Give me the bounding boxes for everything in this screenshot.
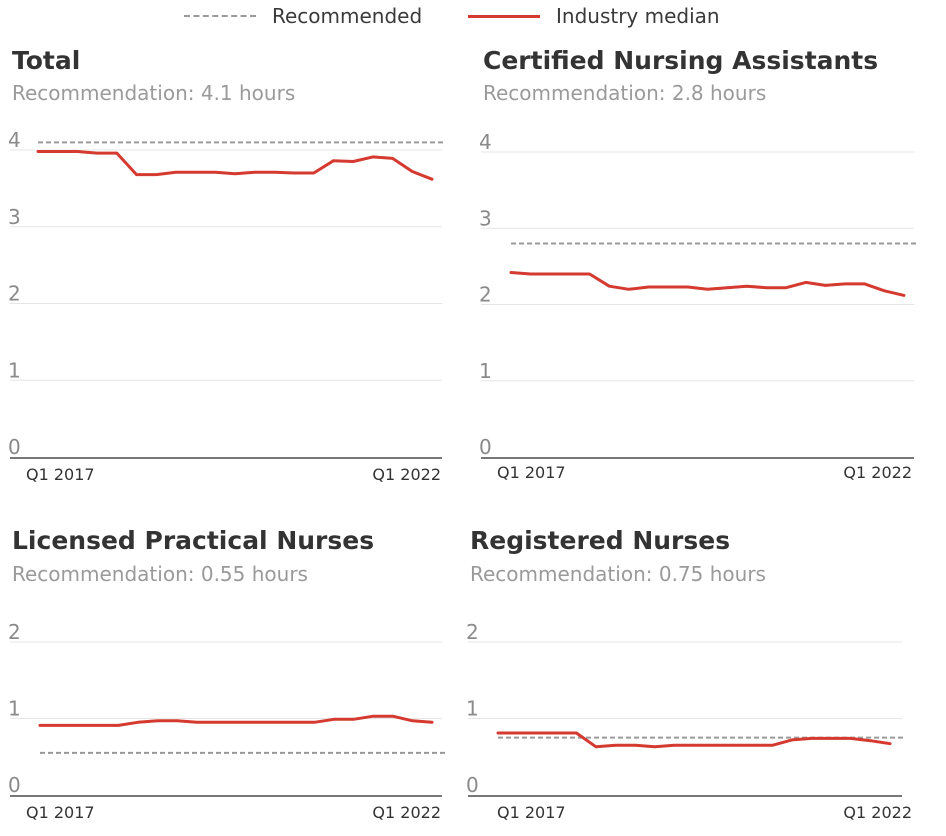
y-tick-label: 1 — [466, 697, 479, 721]
y-tick-label: 4 — [8, 128, 21, 152]
legend: Recommended Industry median — [0, 4, 946, 32]
x-tick-label: Q1 2022 — [372, 803, 441, 822]
median-series-line — [496, 731, 892, 749]
legend-item-median: Industry median — [468, 4, 720, 28]
solid-line-icon — [468, 14, 540, 18]
y-tick-label: 0 — [8, 773, 21, 797]
panel-title-rn: Registered Nurses — [470, 526, 731, 555]
y-tick-label: 0 — [466, 773, 479, 797]
legend-label-recommended: Recommended — [272, 4, 423, 28]
legend-label-median: Industry median — [556, 4, 720, 28]
x-tick-label: Q1 2017 — [497, 803, 566, 822]
median-series-line — [509, 271, 906, 297]
y-tick-label: 3 — [8, 205, 21, 229]
y-tick-label: 0 — [8, 435, 21, 459]
y-tick-label: 2 — [466, 620, 479, 644]
dashed-line-icon — [184, 15, 256, 17]
y-tick-label: 2 — [8, 620, 21, 644]
y-tick-label: 1 — [8, 358, 21, 382]
panel-title-cna: Certified Nursing Assistants — [483, 46, 879, 75]
panel-subtitle-cna: Recommendation: 2.8 hours — [483, 81, 767, 105]
panel-title-total: Total — [12, 46, 81, 75]
panel-subtitle-rn: Recommendation: 0.75 hours — [470, 562, 766, 586]
legend-item-recommended: Recommended — [184, 4, 422, 28]
y-tick-label: 1 — [8, 697, 21, 721]
y-tick-label: 2 — [479, 283, 492, 307]
y-tick-label: 1 — [479, 359, 492, 383]
y-tick-label: 3 — [479, 206, 492, 230]
panel-subtitle-total: Recommendation: 4.1 hours — [12, 81, 296, 105]
x-tick-label: Q1 2017 — [26, 465, 95, 484]
median-series-line — [36, 150, 434, 181]
y-tick-label: 2 — [8, 282, 21, 306]
median-series-line — [38, 714, 434, 727]
x-tick-label: Q1 2022 — [372, 465, 441, 484]
x-tick-label: Q1 2017 — [26, 803, 95, 822]
panel-subtitle-lpn: Recommendation: 0.55 hours — [12, 562, 308, 586]
x-tick-label: Q1 2022 — [843, 803, 912, 822]
y-tick-label: 4 — [479, 130, 492, 154]
x-tick-label: Q1 2022 — [843, 463, 912, 482]
y-tick-label: 0 — [479, 435, 492, 459]
panel-title-lpn: Licensed Practical Nurses — [12, 526, 375, 555]
x-tick-label: Q1 2017 — [497, 463, 566, 482]
